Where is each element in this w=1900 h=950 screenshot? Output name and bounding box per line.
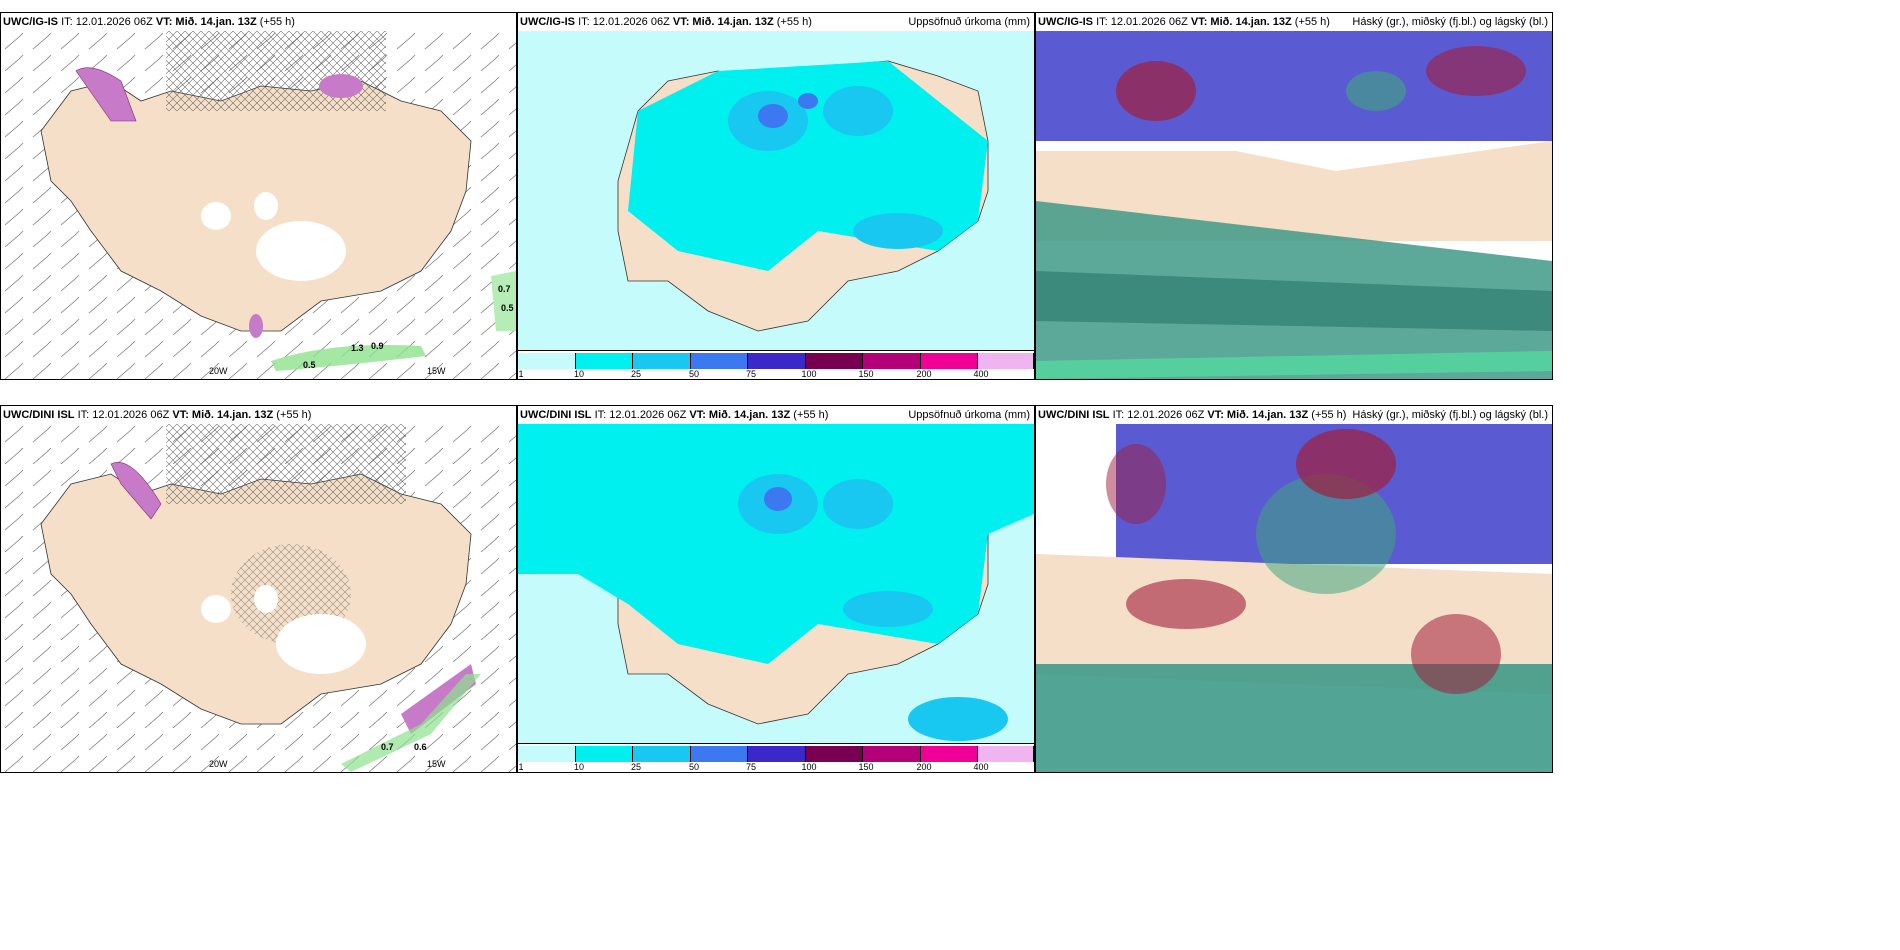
precip-title: Uppsöfnuð úrkoma (mm) (908, 16, 1030, 28)
wind-map[interactable]: 20W 15W 0.7 0.5 0.5 0.9 1.3 (1, 31, 516, 379)
precip-type-area (75, 67, 137, 122)
precip-colorbar: 1 10 25 50 75 100 150 200 400 (518, 350, 1034, 379)
precip-title: Uppsöfnuð úrkoma (mm) (908, 409, 1030, 421)
wind-value: 0.6 (414, 742, 427, 752)
panel-cloud-top: UWC/IG-IS IT: 12.01.2026 06Z VT: Mið. 14… (1035, 12, 1553, 380)
precip-map[interactable] (518, 424, 1034, 744)
panel-wind-top: UWC/IG-IS IT: 12.01.2026 06Z VT: Mið. 14… (0, 12, 517, 380)
lon-label-20w: 20W (209, 366, 228, 376)
panel-precip-bottom: UWC/DINI ISL IT: 12.01.2026 06Z VT: Mið.… (517, 405, 1035, 773)
cloud-map[interactable] (1036, 31, 1552, 379)
wind-value: 0.7 (381, 742, 394, 752)
cloud-map[interactable] (1036, 424, 1552, 772)
panel-header: UWC/IG-IS IT: 12.01.2026 06Z VT: Mið. 14… (520, 16, 812, 28)
wind-value: 0.5 (303, 360, 316, 370)
wind-value: 1.3 (351, 343, 364, 353)
cloud-title: Háský (gr.), miðský (fj.bl.) og lágský (… (1352, 409, 1548, 421)
precip-map[interactable] (518, 31, 1034, 351)
wind-value: 0.5 (501, 303, 514, 313)
wind-value: 0.7 (498, 284, 511, 294)
panel-wind-bottom: UWC/DINI ISL IT: 12.01.2026 06Z VT: Mið.… (0, 405, 517, 773)
panel-header: UWC/IG-IS IT: 12.01.2026 06Z VT: Mið. 14… (1038, 16, 1330, 28)
wind-map[interactable]: 20W 15W 0.6 0.7 (1, 424, 516, 772)
panel-header: UWC/IG-IS IT: 12.01.2026 06Z VT: Mið. 14… (3, 16, 295, 28)
panel-header: UWC/DINI ISL IT: 12.01.2026 06Z VT: Mið.… (3, 409, 312, 421)
wind-value: 0.9 (371, 341, 384, 351)
panel-precip-top: UWC/IG-IS IT: 12.01.2026 06Z VT: Mið. 14… (517, 12, 1035, 380)
precip-colorbar: 1 10 25 50 75 100 150 200 400 (518, 743, 1034, 772)
lon-label-15w: 15W (427, 366, 446, 376)
panel-header: UWC/DINI ISL IT: 12.01.2026 06Z VT: Mið.… (1038, 409, 1347, 421)
panel-cloud-bottom: UWC/DINI ISL IT: 12.01.2026 06Z VT: Mið.… (1035, 405, 1553, 773)
panel-header: UWC/DINI ISL IT: 12.01.2026 06Z VT: Mið.… (520, 409, 829, 421)
cloud-title: Háský (gr.), miðský (fj.bl.) og lágský (… (1352, 16, 1548, 28)
